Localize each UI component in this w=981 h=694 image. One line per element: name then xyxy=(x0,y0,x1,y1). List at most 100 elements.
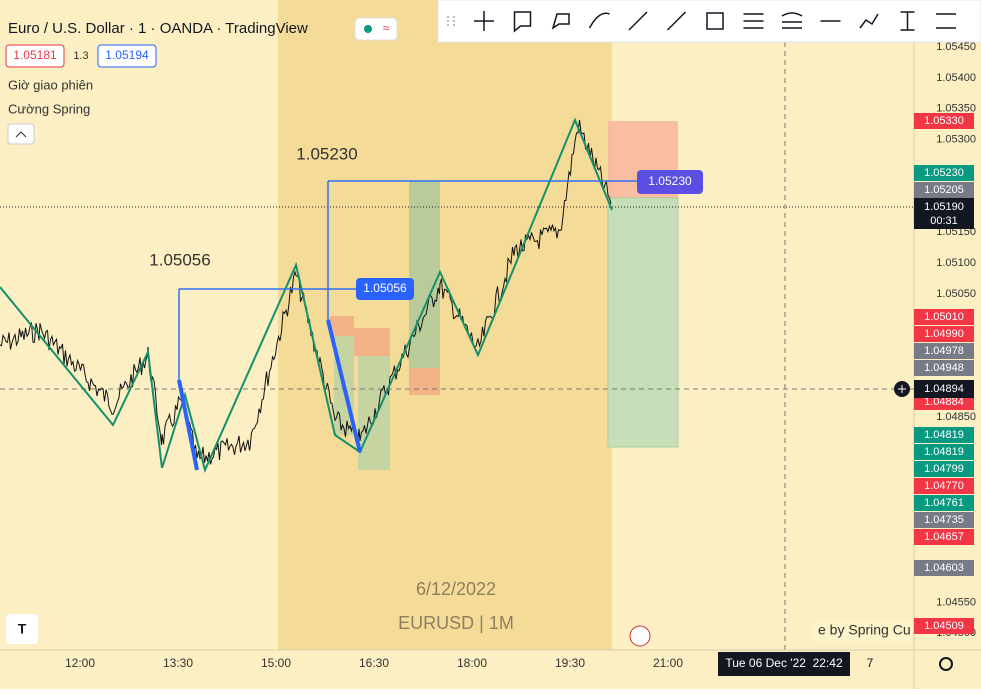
tool-button[interactable] xyxy=(932,7,960,35)
price-tag xyxy=(914,478,974,494)
spread: 1.3 xyxy=(73,50,88,62)
tool-icon xyxy=(628,11,648,31)
level-tag xyxy=(356,278,414,300)
price-tag-text: 1.05205 xyxy=(924,184,964,196)
price-tag-text: 1.04657 xyxy=(924,531,964,543)
time-tick: 21:00 xyxy=(653,656,683,670)
price-tag xyxy=(914,560,974,576)
crosshair-tag xyxy=(914,380,974,398)
price-tag-text: 1.04978 xyxy=(924,345,964,357)
zone xyxy=(409,368,440,395)
level-lines xyxy=(178,180,640,380)
time-tick: 15:00 xyxy=(261,656,291,670)
price-tag-text: 1.05230 xyxy=(924,167,964,179)
tool-icon xyxy=(666,11,687,31)
symbol-title: Euro / U.S. Dollar · 1 · OANDA · Trading… xyxy=(8,20,308,37)
collapse-button[interactable] xyxy=(7,123,35,145)
time-tick: 19:30 xyxy=(555,656,585,670)
tool-icon xyxy=(551,13,570,30)
status-dot xyxy=(364,25,372,33)
price-tick: 1.04550 xyxy=(936,596,976,608)
tool-button[interactable] xyxy=(547,7,575,35)
time-cursor-tag xyxy=(718,652,850,676)
price-tick: 1.05450 xyxy=(936,41,976,53)
time-tick: 18:00 xyxy=(457,656,487,670)
tool-icon xyxy=(588,12,610,29)
price-tag-text: 1.04948 xyxy=(924,362,964,374)
settings-button[interactable] xyxy=(939,657,953,671)
level-label: 1.05230 xyxy=(296,144,357,163)
zone xyxy=(330,316,354,336)
price-tag xyxy=(914,427,974,443)
tool-button[interactable] xyxy=(701,7,729,35)
price-tag-text: 1.04603 xyxy=(924,562,964,574)
event-flag[interactable] xyxy=(629,625,651,647)
price-tag-text: 1.04819 xyxy=(924,429,964,441)
tool-button[interactable] xyxy=(585,7,614,35)
zone xyxy=(358,356,390,470)
price-tag xyxy=(914,309,974,325)
time-extra: 7 xyxy=(867,656,874,670)
time-tick: 16:30 xyxy=(359,656,389,670)
tool-button[interactable] xyxy=(508,7,537,35)
price-tag xyxy=(914,618,974,634)
time-ticks: 12:00 13:30 15:00 16:30 18:00 19:30 21:00 xyxy=(65,656,683,670)
tool-icon xyxy=(936,13,956,29)
price-tag xyxy=(914,495,974,511)
tool-button[interactable] xyxy=(855,7,883,35)
tool-icon xyxy=(743,13,764,29)
price-tag xyxy=(914,343,974,359)
ask: 1.05194 xyxy=(105,48,149,62)
price-tag xyxy=(914,529,974,545)
tool-icon xyxy=(513,11,532,33)
price-tag xyxy=(914,444,974,460)
time-tick: 13:30 xyxy=(163,656,193,670)
price-tag xyxy=(914,461,974,477)
credit-box xyxy=(812,620,912,642)
price-tag-text: 1.04770 xyxy=(924,480,964,492)
zigzag xyxy=(0,117,613,473)
price-tick: 1.05300 xyxy=(936,133,976,145)
current-price: 1.05190 xyxy=(924,201,964,213)
price-tag-text: 1.04884 xyxy=(924,396,964,408)
price-tag xyxy=(914,182,974,198)
bid-box[interactable] xyxy=(5,44,65,68)
target-zone xyxy=(607,197,679,448)
countdown: 00:31 xyxy=(930,215,958,227)
price-tag xyxy=(914,165,974,181)
tool-icon xyxy=(900,11,915,31)
price-tick: 1.04850 xyxy=(936,411,976,423)
plus xyxy=(898,385,906,393)
zone xyxy=(354,328,390,356)
price-tick: 1.05050 xyxy=(936,288,976,300)
crosshair-price: 1.04894 xyxy=(924,383,964,395)
price-tag-text: 1.05330 xyxy=(924,115,964,127)
price-tick: 1.05150 xyxy=(936,226,976,238)
indicator[interactable]: Giờ giao phiên xyxy=(8,77,93,92)
zone xyxy=(409,181,440,368)
indicator[interactable]: Cường Spring xyxy=(8,101,90,116)
price-tag xyxy=(914,512,974,528)
logo-mark: T xyxy=(18,621,27,637)
tool-button[interactable] xyxy=(778,7,806,35)
level-tag xyxy=(637,170,703,194)
price-tag-text: 1.04761 xyxy=(924,497,964,509)
level-label: 1.05056 xyxy=(149,250,210,269)
status-icon: ≈ xyxy=(383,21,390,35)
level-tag-text: 1.05056 xyxy=(363,281,407,295)
price-tag-text: 1.04799 xyxy=(924,463,964,475)
logo[interactable] xyxy=(6,614,38,644)
ask-box[interactable] xyxy=(97,44,157,68)
watermark-date: 6/12/2022 xyxy=(416,579,496,599)
tool-icon xyxy=(474,11,494,31)
price-tick: 1.05100 xyxy=(936,257,976,269)
tool-icon xyxy=(706,12,724,30)
price-tick: 1.05400 xyxy=(936,72,976,84)
price-tag xyxy=(914,113,974,129)
status-pill[interactable] xyxy=(354,17,398,41)
swing-legs xyxy=(177,319,362,471)
tool-icon xyxy=(859,13,879,29)
price-tag xyxy=(914,360,974,376)
tools xyxy=(447,7,960,35)
